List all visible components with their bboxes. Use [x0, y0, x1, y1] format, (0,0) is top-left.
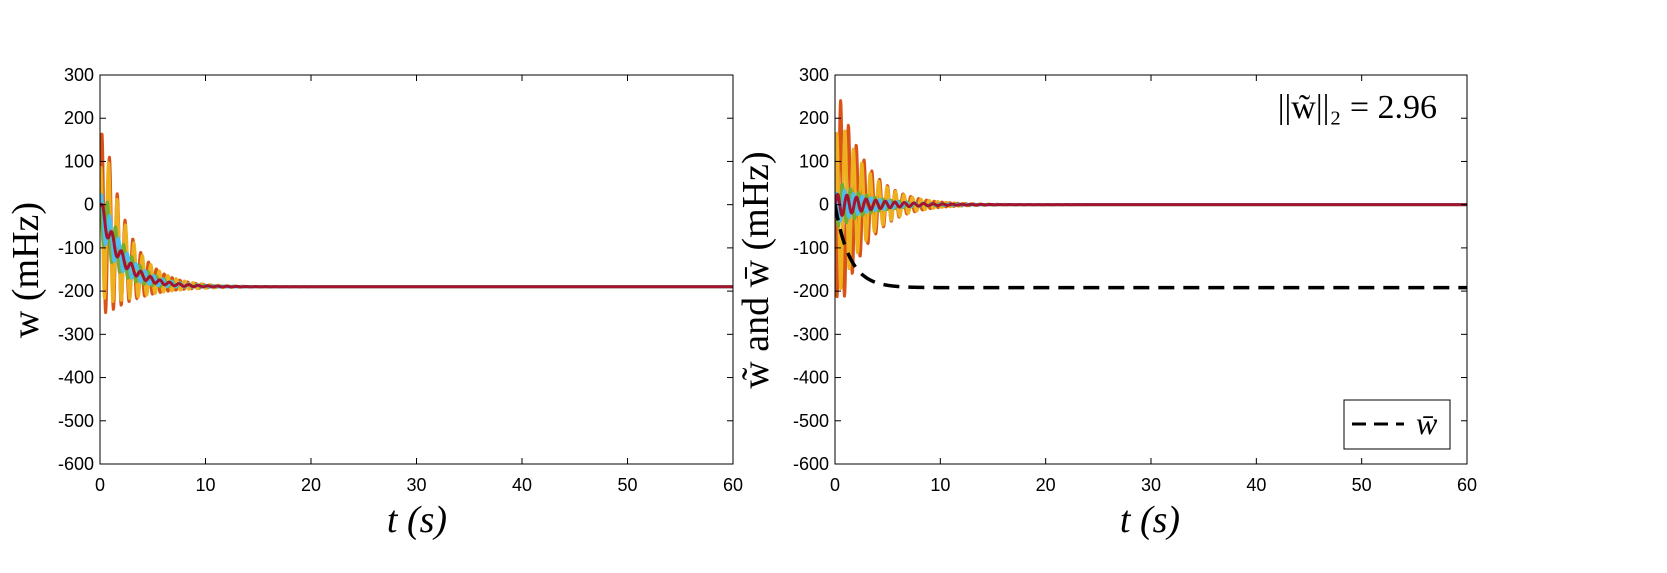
- right-x-tick-label: 60: [1457, 475, 1477, 495]
- legend-box: w̄: [1343, 399, 1451, 450]
- right-y-tick-label: 300: [799, 65, 829, 85]
- left-series-group: [100, 132, 733, 315]
- left-y-tick-label: 0: [84, 195, 94, 215]
- right-y-tick-label: -500: [793, 411, 829, 431]
- left-y-tick-label: -500: [58, 411, 94, 431]
- left-series-line-red: [100, 202, 733, 289]
- left-panel: 0 10 20 30 40 50 60 300 200 100 0 -100 -200 -300 -400 -…: [5, 65, 743, 541]
- left-y-tick-label: -200: [58, 281, 94, 301]
- left-x-tick-label: 20: [301, 475, 321, 495]
- left-series-line-yellow: [100, 161, 733, 303]
- left-x-axis-label: t (s): [387, 499, 447, 541]
- right-x-tick-label: 10: [930, 475, 950, 495]
- right-series-line-wbar: [835, 204, 1467, 290]
- left-y-tick-label: -100: [58, 238, 94, 258]
- right-y-tick-label: 100: [799, 151, 829, 171]
- left-y-tick-label: -600: [58, 454, 94, 474]
- right-y-tick-label: -400: [793, 368, 829, 388]
- left-x-tick-label: 10: [195, 475, 215, 495]
- right-x-tick-label: 20: [1036, 475, 1056, 495]
- right-x-axis-label: t (s): [1120, 499, 1180, 541]
- left-y-axis-label: w (mHz): [5, 202, 47, 338]
- left-axes-box: [99, 74, 734, 465]
- right-y-tick-label: -600: [793, 454, 829, 474]
- left-x-tick-label: 30: [406, 475, 426, 495]
- left-x-tick-label: 50: [617, 475, 637, 495]
- right-series-group: [835, 99, 1467, 299]
- right-y-tick-label: 0: [819, 195, 829, 215]
- right-x-tick-label: 50: [1352, 475, 1372, 495]
- right-series-line-red: [835, 192, 1467, 217]
- right-x-tick-label: 40: [1246, 475, 1266, 495]
- right-series-line-orange: [835, 99, 1467, 299]
- legend-entry-wbar: w̄: [1416, 405, 1438, 441]
- right-panel: 0 10 20 30 40 50 60 300 200 100 0 -100 -200 -300 -400 -…: [735, 65, 1477, 541]
- left-y-tick-label: 100: [64, 151, 94, 171]
- left-y-tick-label: 300: [64, 65, 94, 85]
- right-y-tick-label: -300: [793, 324, 829, 344]
- left-x-tick-label: 40: [512, 475, 532, 495]
- right-x-tick-label: 0: [830, 475, 840, 495]
- left-y-tick-label: -400: [58, 368, 94, 388]
- right-y-tick-label: 200: [799, 108, 829, 128]
- left-series-line-cyan: [100, 193, 733, 289]
- left-x-tick-label: 60: [723, 475, 743, 495]
- left-y-tick-label: -300: [58, 324, 94, 344]
- left-series-line-green: [100, 198, 733, 289]
- left-y-tick-label: 200: [64, 108, 94, 128]
- left-x-tick-label: 0: [95, 475, 105, 495]
- right-x-tick-label: 30: [1141, 475, 1161, 495]
- right-y-tick-label: -200: [793, 281, 829, 301]
- norm-annotation: ||w̃||₂ = 2.96: [1278, 89, 1437, 126]
- right-y-axis-label: w̃ and w̄ (mHz): [735, 151, 777, 388]
- right-y-tick-label: -100: [793, 238, 829, 258]
